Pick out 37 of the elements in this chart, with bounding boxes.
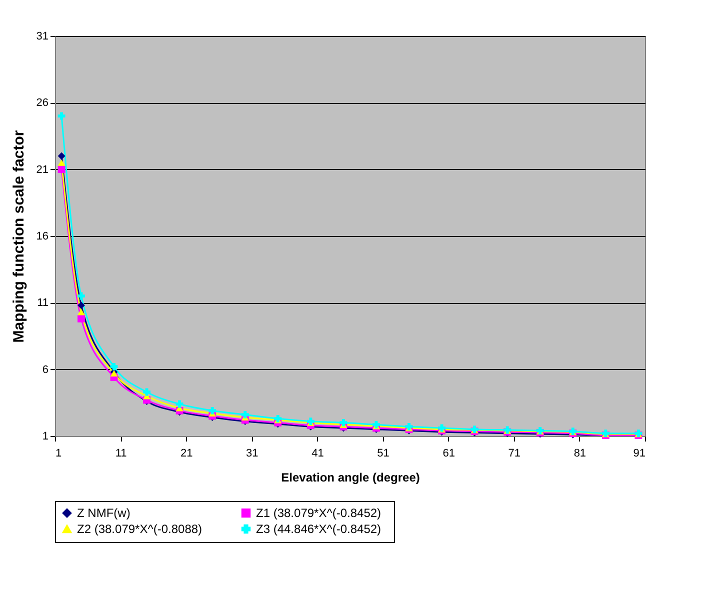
- y-axis-title: Mapping function scale factor: [10, 130, 28, 343]
- y-tick-label: 31: [36, 30, 48, 42]
- y-tick-label: 6: [42, 364, 48, 376]
- point: [58, 152, 66, 160]
- point: [110, 362, 118, 370]
- legend-label: Z2 (38.079*X^(-0.8088): [77, 522, 202, 536]
- point: [78, 302, 85, 310]
- point: [208, 406, 216, 414]
- x-tick-label: 51: [377, 448, 390, 460]
- point: [143, 388, 150, 396]
- legend-label: Z NMF(w): [77, 506, 130, 520]
- x-tick-label: 61: [442, 448, 455, 460]
- x-tick-label: 21: [180, 448, 193, 460]
- point: [78, 308, 85, 316]
- y-tick-label: 11: [37, 297, 48, 310]
- point: [176, 400, 184, 408]
- y-tick-label: 1: [42, 430, 48, 442]
- point: [58, 166, 66, 174]
- point: [78, 314, 85, 322]
- legend-label: Z3 (44.846*X^(-0.8452): [256, 522, 382, 536]
- legend-label: Z1 (38.079*X^(-0.8452): [256, 506, 382, 520]
- x-tick-label: 31: [246, 448, 258, 460]
- x-tick-label: 41: [312, 448, 324, 460]
- x-tick-label: 71: [508, 448, 521, 460]
- x-axis-title: Elevation angle (degree): [281, 470, 420, 484]
- x-tick-label: 11: [115, 448, 127, 460]
- point: [340, 418, 348, 426]
- point: [241, 410, 249, 418]
- x-tick-label: 1: [56, 448, 62, 460]
- x-tick-label: 91: [633, 448, 646, 460]
- x-tick-label: 81: [574, 448, 586, 460]
- point: [58, 159, 66, 166]
- point: [58, 112, 66, 120]
- point: [78, 292, 85, 300]
- y-tick-label: 16: [36, 230, 48, 242]
- y-tick-label: 26: [36, 97, 48, 110]
- y-tick-label: 21: [36, 164, 48, 176]
